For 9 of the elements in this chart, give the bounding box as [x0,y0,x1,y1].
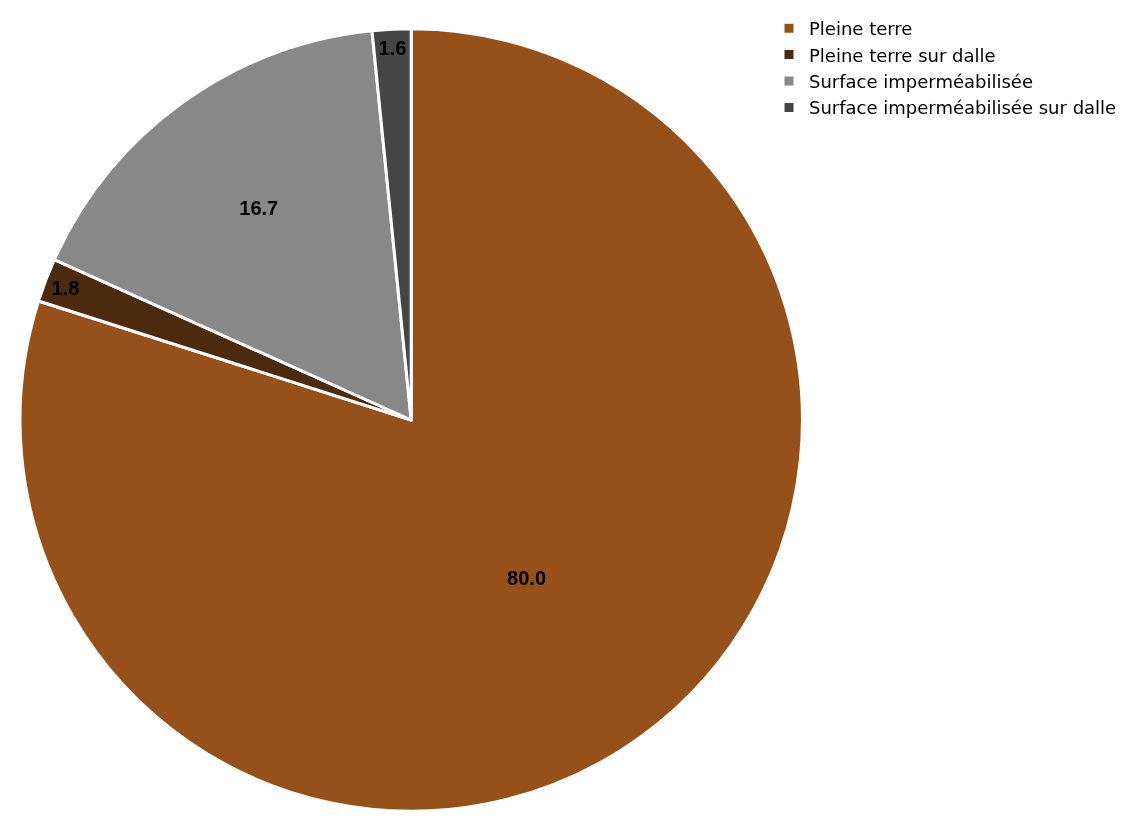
data-label: 16.7 [239,197,279,220]
legend-label: Pleine terre [809,18,913,40]
data-label: 1.6 [378,36,407,59]
data-label: 80.0 [507,566,547,589]
data-label: 1.8 [51,276,80,299]
pie-slice [19,27,804,813]
legend-label: Surface imperméabilisée [809,71,1034,93]
legend-label: Pleine terre sur dalle [809,44,996,66]
legend-label: Surface imperméabilisée sur dalle [809,97,1117,119]
